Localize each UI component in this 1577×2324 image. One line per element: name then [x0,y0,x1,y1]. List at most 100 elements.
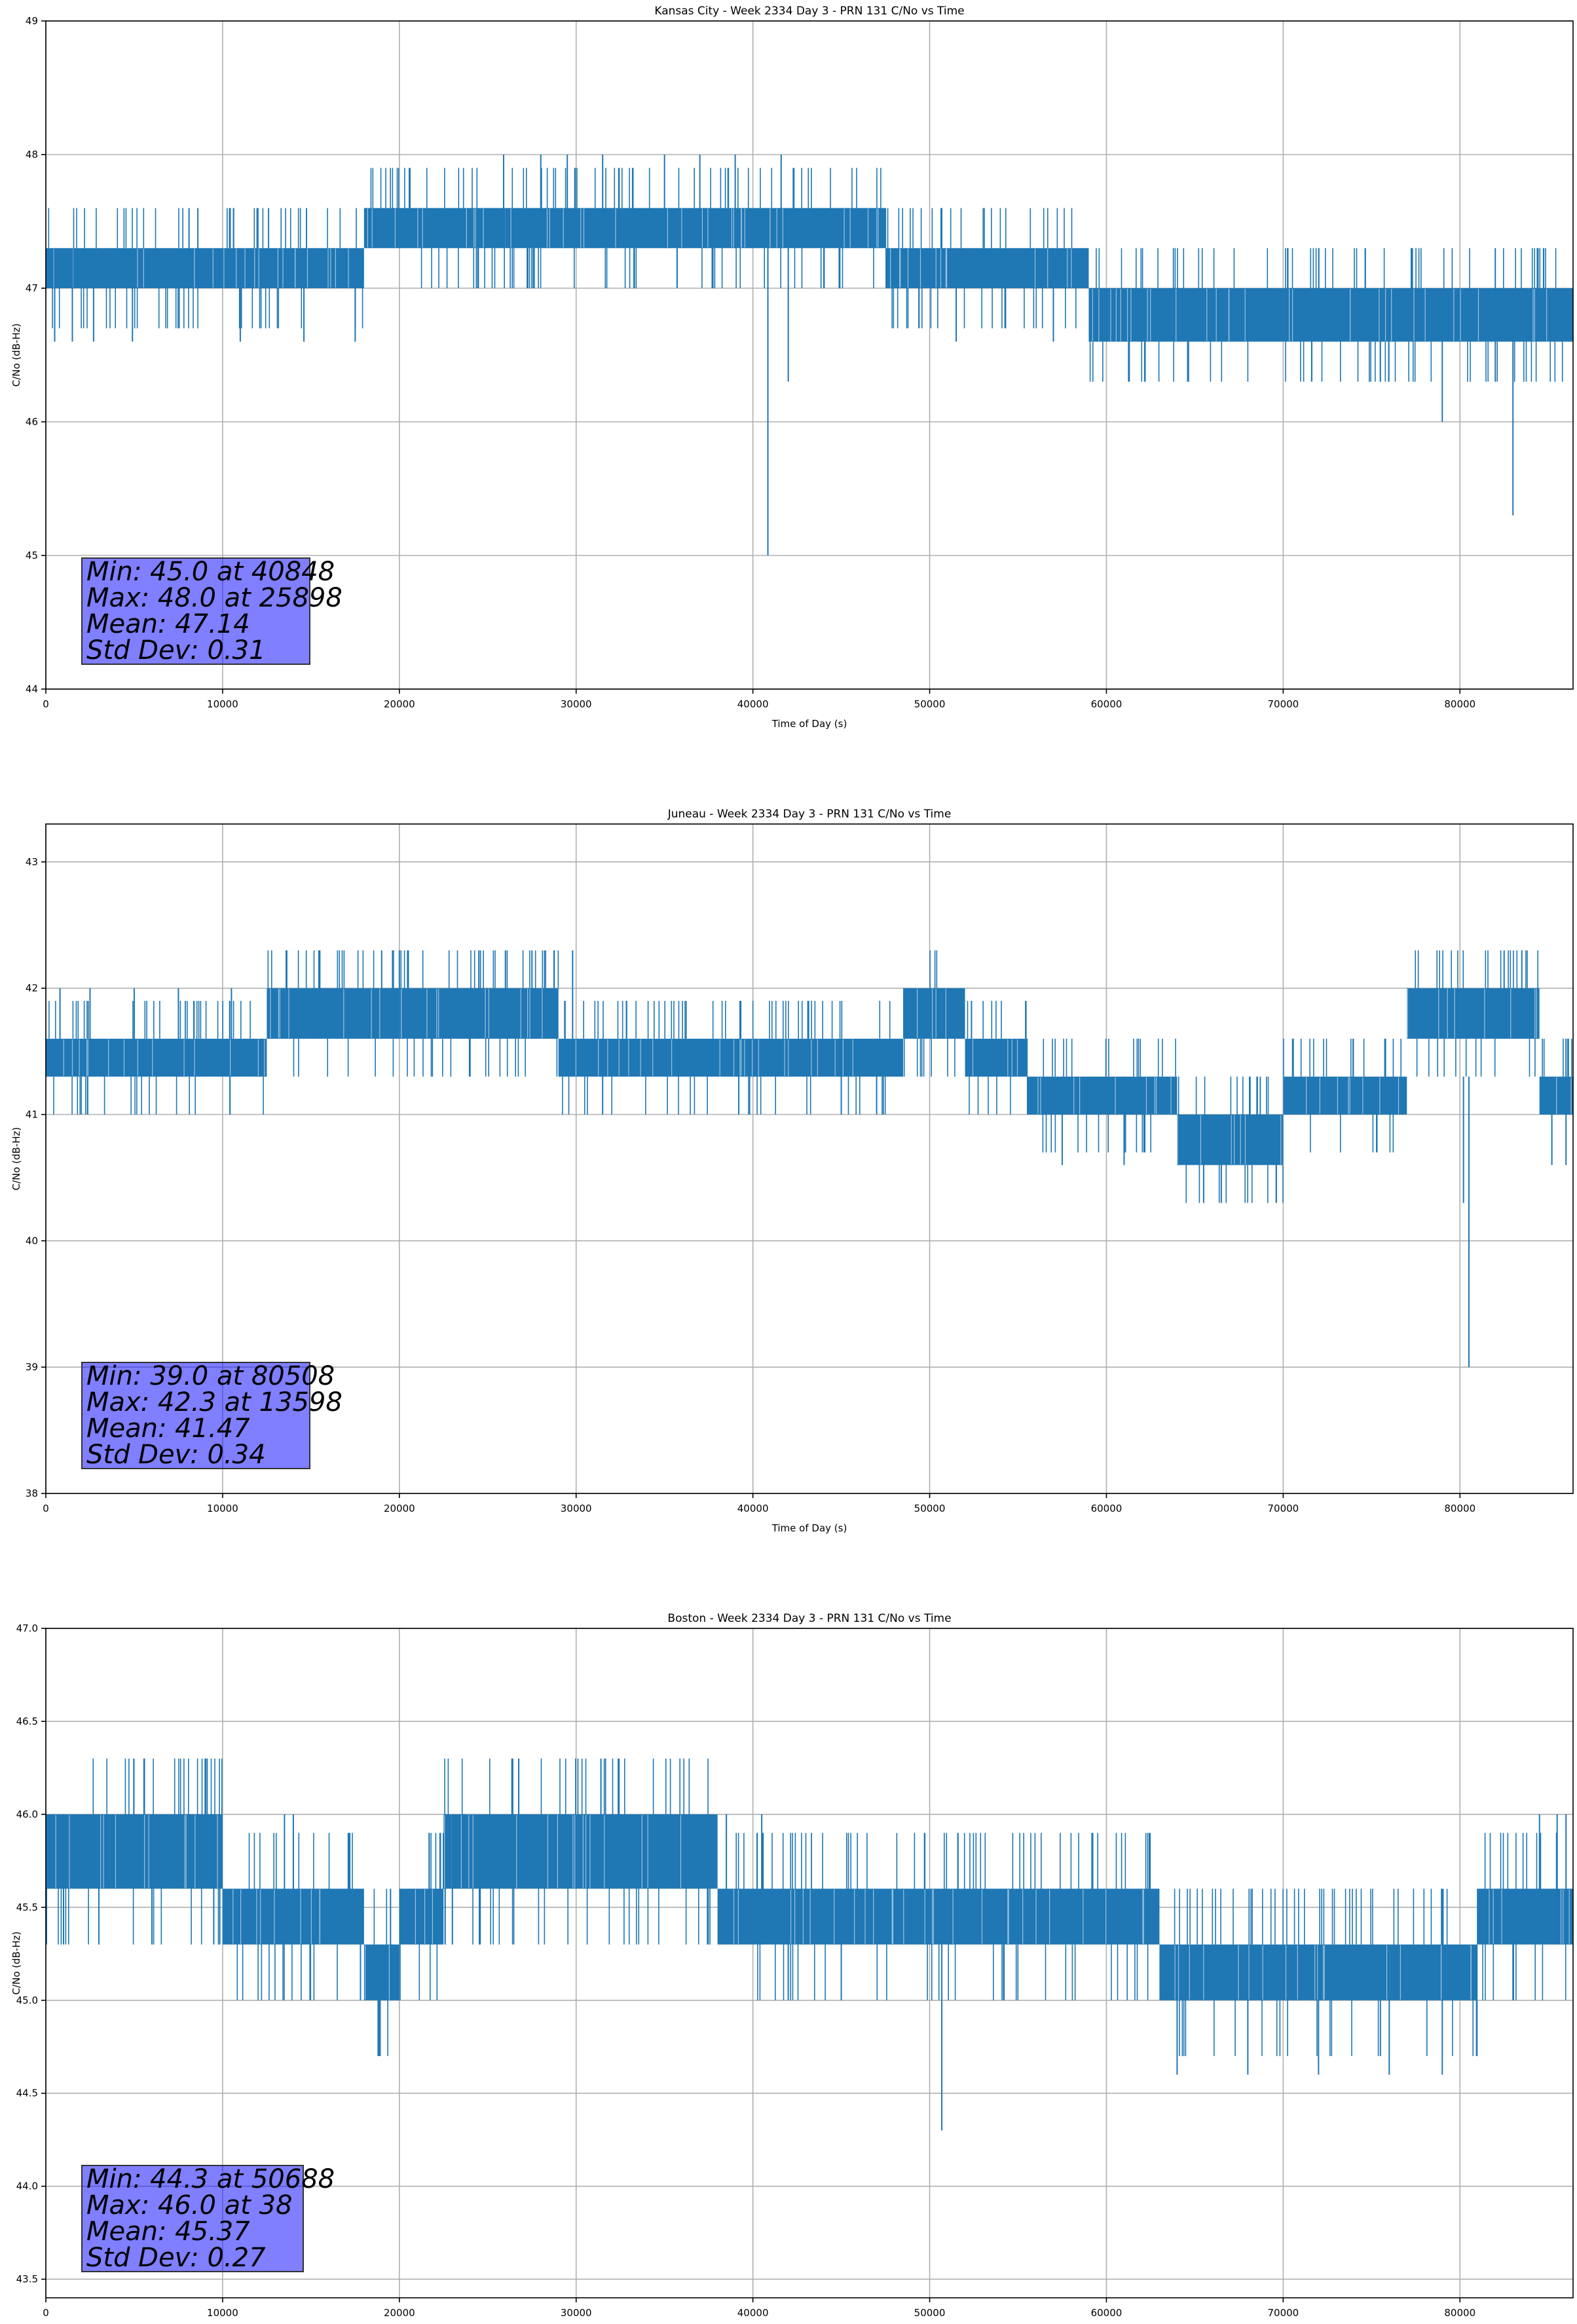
series-line [46,155,1573,555]
data-band [46,248,364,288]
data-band [363,208,506,248]
data-noise [1415,950,1538,1077]
x-tick-label: 0 [43,698,49,710]
plot-frame [45,20,1574,690]
series-line [46,950,1573,1368]
chart-title: Boston - Week 2334 Day 3 - PRN 131 C/No … [667,1612,951,1625]
data-band [1159,1944,1443,2000]
y-tick-label: 42 [26,983,38,994]
data-band [1442,1944,1478,2000]
data-band [1477,1888,1573,1945]
x-tick-label: 10000 [207,2307,238,2319]
data-noise [1089,248,1563,382]
data-noise [48,208,363,329]
y-tick-label: 44.5 [16,2088,38,2099]
x-tick-label: 80000 [1444,698,1475,710]
data-gap [1177,1115,1282,1165]
y-tick-label: 43.5 [16,2274,38,2285]
data-noise [1441,1888,1478,2056]
data-noise [373,1888,388,2056]
data-band [505,208,771,248]
data-noise [399,1833,444,2000]
data-noise [967,1000,1027,1115]
y-axis-label: C/No (dB-Hz) [10,1127,22,1191]
data-band [267,988,559,1039]
y-tick-label: 44.0 [16,2181,38,2192]
stats-line: Max: 42.3 at 13598 [86,1387,343,1417]
x-tick-label: 50000 [914,2307,946,2319]
stats-box: Min: 45.0 at 40848 Max: 48.0 at 25898 Mean… [81,557,343,665]
x-tick-label: 10000 [207,1503,238,1514]
x-tick-label: 30000 [561,1503,592,1514]
x-tick-label: 30000 [561,698,592,710]
data-noise [510,168,765,288]
data-gap [53,248,349,288]
x-tick-label: 40000 [737,698,769,710]
stats-box: Min: 44.3 at 50688 Max: 46.0 at 38 Mean: 4… [81,2165,335,2273]
data-gap [1489,1889,1570,1944]
y-tick-label: 45.0 [16,1995,38,2006]
data-gap [365,1945,390,2000]
x-tick-label: 10000 [207,698,238,710]
x-tick-label: 60000 [1091,1503,1122,1514]
data-band [558,1038,904,1077]
data-gap [367,208,484,248]
x-tick-label: 50000 [914,1503,946,1514]
x-tick-label: 80000 [1444,1503,1475,1514]
x-tick-label: 20000 [384,2307,415,2319]
stats-line: Min: 45.0 at 40848 [86,557,335,587]
y-tick-label: 45.5 [16,1902,38,1913]
y-tick-label: 38 [26,1488,38,1499]
data-gap [890,248,1072,288]
stats-line: Mean: 45.37 [86,2217,250,2247]
stats-line: Max: 48.0 at 25898 [86,583,343,613]
stats-line: Std Dev: 0.34 [86,1440,266,1470]
data-band [903,988,965,1039]
x-tick-label: 70000 [1267,1503,1299,1514]
y-tick-label: 40 [26,1235,38,1246]
data-noise [267,950,559,1077]
stats-line: Min: 39.0 at 80508 [86,1361,335,1391]
data-band [770,208,886,248]
data-gap [63,1039,265,1076]
x-axis-label: Time of Day (s) [771,718,847,730]
plot-frame [45,1628,1574,2298]
data-band [885,248,1089,288]
data-gap [1306,1077,1400,1114]
data-noise [1283,1038,1401,1153]
data-gap [1407,988,1537,1038]
data-band [965,1038,1027,1077]
data-noise [48,1000,264,1115]
chart-title: Juneau - Week 2334 Day 3 - PRN 131 C/No … [667,808,952,821]
x-tick-label: 60000 [1091,2307,1122,2319]
y-axis-label: C/No (dB-Hz) [10,1932,22,1995]
y-tick-label: 47.0 [16,1622,38,1634]
y-axis-label: C/No (dB-Hz) [10,324,22,387]
data-gap [1556,1077,1572,1114]
data-band [1407,988,1540,1039]
data-noise [370,168,505,288]
y-tick-label: 39 [26,1361,38,1373]
data-noise [58,1758,223,1945]
data-band [717,1888,1160,1945]
x-tick-label: 40000 [737,1503,769,1514]
data-noise [903,950,955,1077]
data-gap [415,1889,433,1944]
x-tick-label: 0 [43,2307,49,2319]
data-gap [55,1814,218,1888]
data-noise [444,1758,711,1945]
data-band [443,1814,718,1889]
data-gap [575,1039,853,1076]
data-gap [1092,289,1548,341]
y-tick-label: 44 [26,683,38,695]
y-tick-label: 46.5 [16,1715,38,1727]
x-tick-label: 20000 [384,1503,415,1514]
y-tick-label: 46.0 [16,1809,38,1820]
x-tick-label: 70000 [1267,2307,1299,2319]
data-noise [1178,1076,1284,1203]
x-tick-label: 40000 [737,2307,769,2319]
stats-line: Std Dev: 0.27 [86,2243,266,2273]
x-tick-label: 70000 [1267,698,1299,710]
data-band [1177,1114,1284,1165]
